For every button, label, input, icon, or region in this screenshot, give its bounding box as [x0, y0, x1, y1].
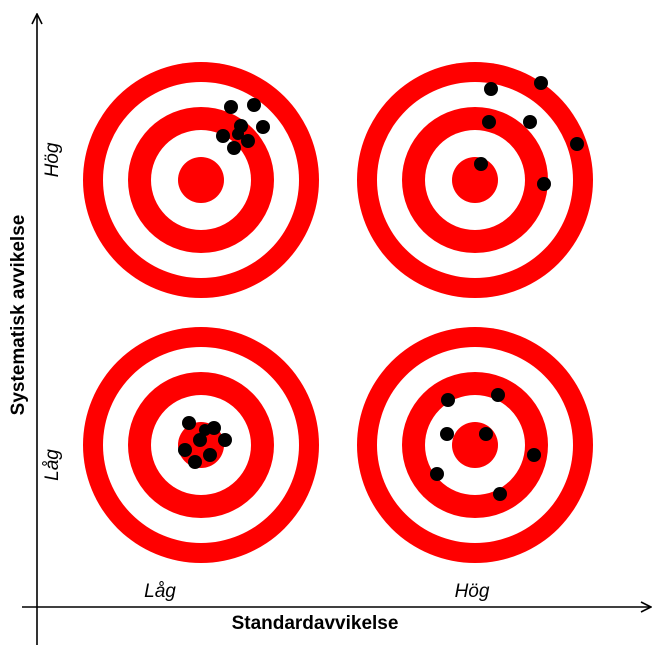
shot-dot	[193, 433, 207, 447]
shot-dot	[232, 128, 244, 140]
y-level-high-label: Hög	[42, 142, 63, 177]
shot-dot	[199, 424, 211, 436]
shot-dot	[491, 388, 505, 402]
shot-dot	[182, 416, 196, 430]
shot-dot	[484, 82, 498, 96]
shot-dot	[482, 115, 496, 129]
shot-dot	[430, 467, 444, 481]
shot-dot	[570, 137, 584, 151]
x-axis-title: Standardavvikelse	[232, 613, 399, 634]
shot-dot	[256, 120, 270, 134]
shot-dot	[216, 129, 230, 143]
shot-group	[178, 416, 232, 469]
shot-group	[216, 98, 270, 155]
y-axis-title: Systematisk avvikelse	[8, 215, 29, 416]
shot-group	[474, 76, 584, 191]
target-low-bias-low-spread	[83, 327, 319, 563]
shot-dot	[224, 100, 238, 114]
shot-dot	[203, 448, 217, 462]
shot-dot	[247, 98, 261, 112]
shot-dot	[188, 455, 202, 469]
shot-group	[430, 388, 541, 501]
shot-dot	[218, 433, 232, 447]
y-level-low-label: Låg	[42, 449, 63, 481]
target-rings	[83, 62, 319, 298]
target-high-bias-low-spread	[83, 62, 319, 298]
x-level-high-label: Hög	[455, 581, 490, 602]
target-low-bias-high-spread	[357, 327, 593, 563]
shot-dot	[440, 427, 454, 441]
axes	[22, 14, 651, 645]
shot-dot	[537, 177, 551, 191]
shot-dot	[479, 427, 493, 441]
shot-dot	[227, 141, 241, 155]
target-rings	[357, 327, 593, 563]
target-high-bias-high-spread	[357, 62, 593, 298]
shot-dot	[241, 134, 255, 148]
shot-dot	[527, 448, 541, 462]
shot-dot	[178, 443, 192, 457]
target-rings	[357, 62, 593, 298]
shot-dot	[523, 115, 537, 129]
shot-dot	[534, 76, 548, 90]
shot-dot	[441, 393, 455, 407]
x-level-low-label: Låg	[144, 581, 176, 602]
shot-dot	[493, 487, 507, 501]
shot-dot	[474, 157, 488, 171]
